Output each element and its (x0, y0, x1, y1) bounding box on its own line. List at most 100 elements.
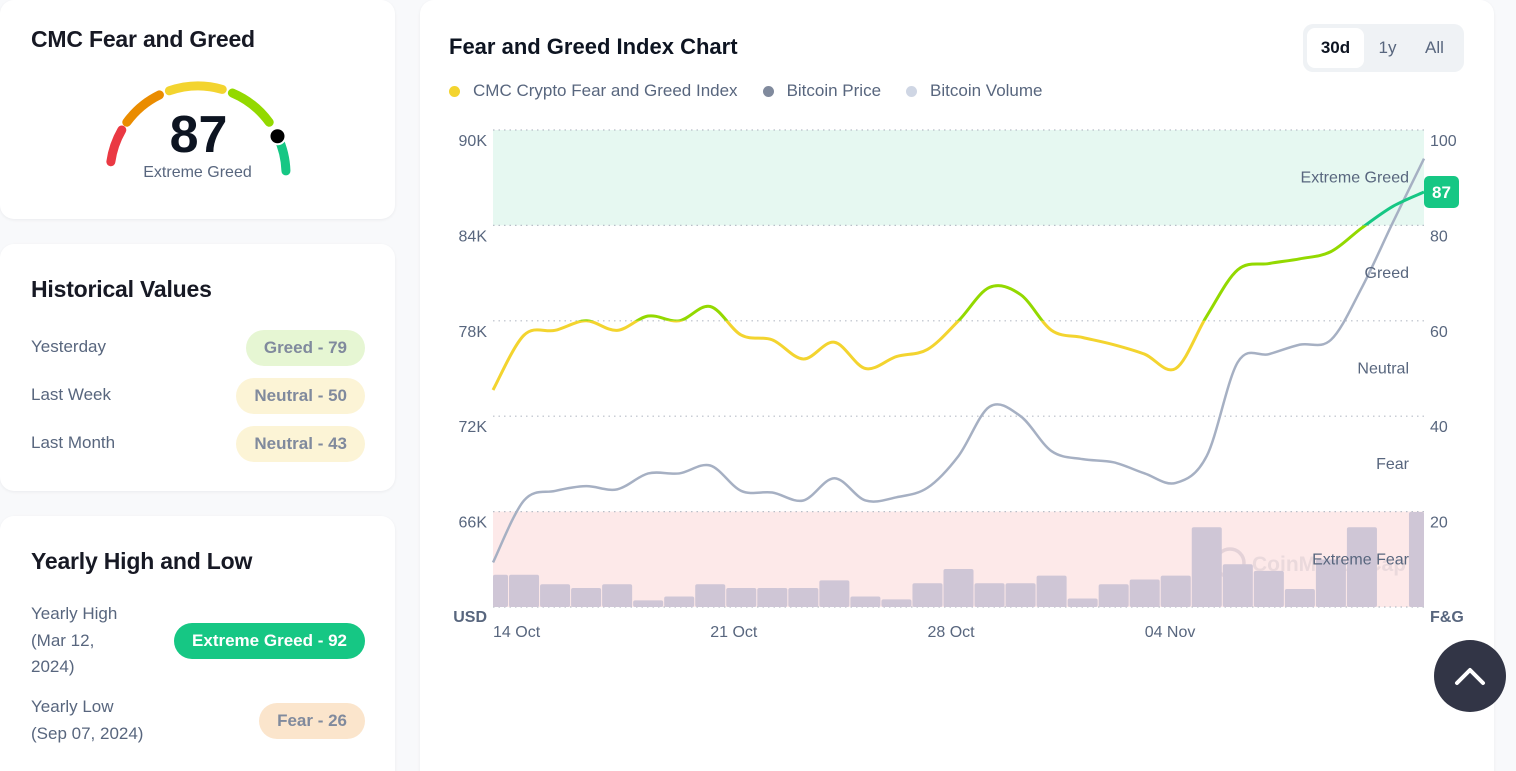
volume-bar (912, 583, 943, 607)
historical-badge-yesterday: Greed - 79 (245, 330, 365, 366)
y-axis-right-tick: 60 (1430, 324, 1448, 341)
y-axis-right-tick: 20 (1430, 515, 1448, 532)
volume-bar (602, 584, 633, 607)
volume-bar (1315, 559, 1346, 607)
yearly-title: Yearly High and Low (31, 548, 253, 574)
x-axis-tick: 04 Nov (1145, 624, 1196, 641)
zone-label-fear: Fear (1376, 456, 1410, 473)
volume-bar (695, 584, 726, 607)
gauge-value: 87 (169, 106, 228, 164)
gauge-segment-1 (122, 90, 164, 127)
yearly-high-label-line2: (Mar 12, (31, 630, 95, 650)
volume-bar (757, 588, 788, 607)
yearly-high-label-line3: 2024) (31, 657, 75, 676)
volume-bar (1067, 598, 1098, 607)
x-axis-tick: 21 Oct (710, 624, 758, 641)
scroll-to-top-button[interactable] (1434, 640, 1506, 712)
fear-greed-chart: CoinMarketCapExtreme GreedGreedNeutralFe… (453, 129, 1464, 641)
y-axis-right-tick: 80 (1430, 228, 1448, 245)
y-axis-left-tick: 90K (459, 133, 488, 150)
yearly-low-label-line2: (Sep 07, 2024) (31, 723, 144, 743)
volume-bar (540, 584, 571, 607)
yearly-high-badge: Extreme Greed - 92 (174, 623, 365, 659)
current-value-badge: 87 (1424, 176, 1459, 209)
legend-label: Bitcoin Volume (930, 81, 1043, 100)
chevron-up-icon (1455, 668, 1485, 685)
volume-bar (726, 588, 757, 607)
zone-label-neutral: Neutral (1357, 361, 1409, 378)
gauge-dial (106, 81, 291, 176)
range-all-button[interactable]: All (1425, 38, 1444, 57)
legend-dot-icon (449, 85, 460, 97)
gauge-indicator-dot (268, 127, 287, 146)
volume-bar (974, 583, 1005, 607)
legend-label: Bitcoin Price (786, 81, 882, 100)
historical-label-last-week: Last Week (31, 385, 112, 404)
legend-item-bitcoin-price[interactable]: Bitcoin Price (762, 81, 882, 101)
historical-label-yesterday: Yesterday (31, 337, 106, 356)
range-1y-button[interactable]: 1y (1378, 38, 1397, 57)
volume-bar (1005, 583, 1036, 607)
current-value-badge-text: 87 (1432, 183, 1451, 202)
volume-bar (509, 574, 540, 607)
legend-label: CMC Crypto Fear and Greed Index (473, 81, 738, 100)
chart-legend: CMC Crypto Fear and Greed Index Bitcoin … (449, 81, 1068, 101)
y-axis-left-tick: 78K (459, 324, 488, 341)
volume-bar (664, 596, 695, 607)
yearly-low-label: Yearly Low (Sep 07, 2024) (31, 694, 143, 747)
zone-band-extreme-greed (493, 130, 1424, 226)
volume-bar (788, 588, 819, 607)
y-axis-left-tick: 66K (459, 515, 488, 532)
zone-label-extreme-fear: Extreme Fear (1312, 551, 1410, 568)
yearly-high-label-line1: Yearly High (31, 604, 118, 623)
volume-bar (1129, 579, 1160, 607)
y-axis-left-tick: 84K (459, 228, 488, 245)
legend-item-bitcoin-volume[interactable]: Bitcoin Volume (906, 81, 1043, 101)
zone-label-greed: Greed (1365, 265, 1409, 282)
gauge-segment-0 (106, 125, 127, 167)
volume-bar (1098, 584, 1129, 607)
y-axis-left-label: USD (453, 609, 487, 626)
volume-bar (1284, 588, 1315, 607)
yearly-low-label-line1: Yearly Low (31, 697, 114, 716)
legend-dot-icon (762, 85, 774, 97)
legend-dot-icon (906, 85, 918, 97)
y-axis-right-tick: 40 (1430, 419, 1448, 436)
bitcoin-price-line (491, 158, 1426, 564)
volume-bar (943, 569, 974, 607)
gauge-segment-2 (164, 81, 227, 96)
historical-label-last-month: Last Month (31, 433, 116, 452)
range-30d-button[interactable]: 30d (1307, 28, 1364, 68)
volume-bar (1346, 527, 1377, 607)
volume-bar (1036, 575, 1067, 607)
time-range-selector: 30d 1y All (1303, 24, 1464, 72)
x-axis-tick: 28 Oct (927, 624, 975, 641)
yearly-high-label: Yearly High (Mar 12, 2024) (31, 601, 117, 681)
zone-label-extreme-greed: Extreme Greed (1301, 170, 1409, 187)
volume-bar (1160, 575, 1191, 607)
legend-item-fear-greed[interactable]: CMC Crypto Fear and Greed Index (449, 81, 738, 101)
volume-bar (1222, 564, 1253, 607)
yearly-high-low-card: Yearly High and Low Yearly High (Mar 12,… (0, 516, 395, 771)
gauge-card-title: CMC Fear and Greed (31, 26, 255, 52)
yearly-low-badge: Fear - 26 (259, 703, 365, 739)
volume-bar (850, 596, 881, 607)
current-value-badge-bg (1424, 176, 1459, 209)
x-axis-tick: 14 Oct (493, 624, 541, 641)
volume-bar (1408, 512, 1424, 607)
gauge-sentiment-label: Extreme Greed (143, 164, 252, 181)
historical-values-card: Historical Values Yesterday Greed - 79 L… (0, 244, 395, 491)
volume-bar (1191, 527, 1222, 607)
volume-bar (881, 599, 912, 607)
historical-badge-last-month: Neutral - 43 (236, 426, 365, 462)
volume-bar (1253, 570, 1284, 607)
y-axis-right-tick: 100 (1430, 133, 1457, 150)
y-axis-right-label: F&G (1430, 609, 1464, 626)
gauge-segment-3 (227, 88, 274, 127)
chart-title: Fear and Greed Index Chart (449, 34, 738, 59)
fear-greed-gauge-card: CMC Fear and Greed 87 Extreme Greed (0, 0, 395, 219)
historical-badge-last-week: Neutral - 50 (236, 378, 365, 414)
historical-values-title: Historical Values (31, 276, 212, 302)
fear-greed-chart-card: CoinMarketCapExtreme GreedGreedNeutralFe… (420, 0, 1494, 771)
fear-greed-line-greed (577, 225, 1368, 321)
